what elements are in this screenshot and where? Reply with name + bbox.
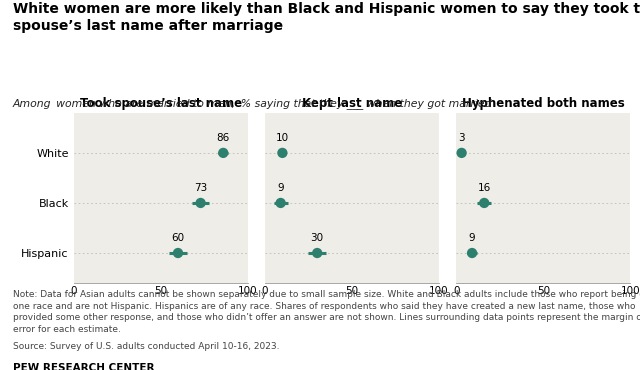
Point	[277, 150, 287, 156]
Point	[456, 150, 467, 156]
Point	[195, 200, 205, 206]
Title: Took spouse’s last name: Took spouse’s last name	[79, 97, 242, 110]
Text: 30: 30	[310, 233, 324, 243]
Text: 16: 16	[477, 183, 491, 193]
Title: Kept last name: Kept last name	[302, 97, 402, 110]
Text: White women are more likely than Black and Hispanic women to say they took their: White women are more likely than Black a…	[13, 2, 640, 33]
Text: 3: 3	[458, 133, 465, 143]
Point	[218, 150, 228, 156]
Point	[479, 200, 490, 206]
Text: PEW RESEARCH CENTER: PEW RESEARCH CENTER	[13, 363, 154, 370]
Point	[312, 250, 323, 256]
Text: 9: 9	[468, 233, 476, 243]
Text: Source: Survey of U.S. adults conducted April 10-16, 2023.: Source: Survey of U.S. adults conducted …	[13, 342, 279, 351]
Point	[467, 250, 477, 256]
Text: 73: 73	[194, 183, 207, 193]
Point	[276, 200, 286, 206]
Text: 86: 86	[216, 133, 230, 143]
Title: Hyphenated both names: Hyphenated both names	[462, 97, 625, 110]
Text: 9: 9	[277, 183, 284, 193]
Text: 60: 60	[172, 233, 184, 243]
Text: 10: 10	[276, 133, 289, 143]
Text: Among  women who are married to men,  % saying that they ___ when they got marri: Among women who are married to men, % sa…	[13, 98, 492, 109]
Text: Note: Data for Asian adults cannot be shown separately due to small sample size.: Note: Data for Asian adults cannot be sh…	[13, 290, 640, 334]
Point	[173, 250, 183, 256]
